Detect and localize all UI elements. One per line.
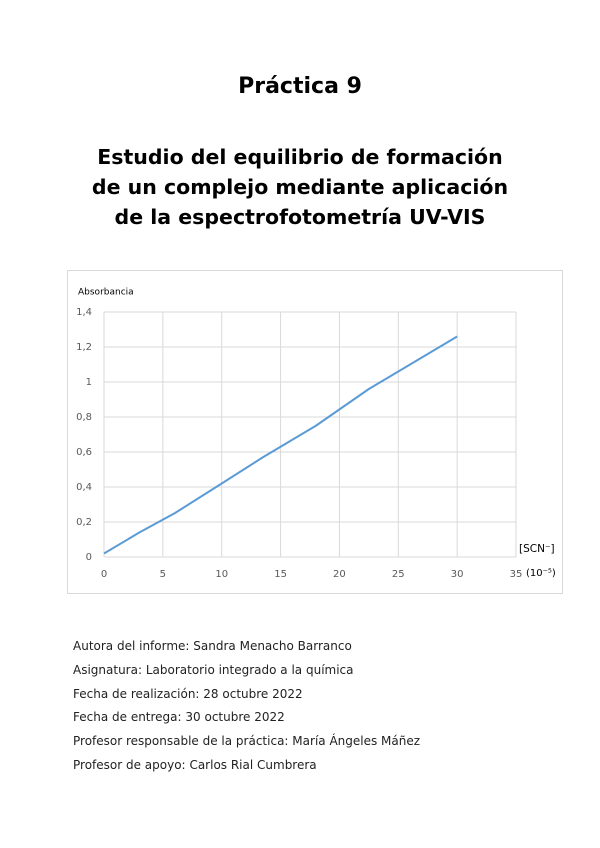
y-axis-label: Absorbancia	[78, 288, 134, 298]
info-line: Autora del informe: Sandra Menacho Barra…	[73, 637, 420, 661]
info-line: Profesor responsable de la práctica: Mar…	[73, 732, 420, 756]
y-tick-label: 0,4	[76, 482, 92, 493]
subtitle-line: de la espectrofotometría UV-VIS	[114, 205, 486, 229]
x-axis-unit: (10⁻⁵)	[526, 568, 556, 579]
x-tick-label: 35	[510, 569, 523, 580]
info-value: Laboratorio integrado a la química	[145, 662, 354, 677]
x-tick-label: 10	[215, 569, 228, 580]
info-label: Fecha de realización:	[73, 686, 200, 701]
y-tick-label: 0,6	[76, 447, 92, 458]
page-title: Práctica 9	[238, 74, 362, 99]
info-value: 30 octubre 2022	[185, 710, 285, 725]
info-line: Profesor de apoyo: Carlos Rial Cumbrera	[73, 756, 420, 780]
grid	[103, 311, 517, 558]
info-value: Carlos Rial Cumbrera	[189, 757, 317, 772]
x-tick-label: 20	[333, 569, 346, 580]
info-line: Asignatura: Laboratorio integrado a la q…	[73, 661, 420, 685]
chart: Absorbancia [SCN⁻] (10⁻⁵) 0 0,2 0,4 0,6 0,8 1…	[67, 270, 563, 594]
x-tick-label: 25	[392, 569, 405, 580]
y-tick-label: 0,2	[76, 517, 92, 528]
y-tick-label: 1,2	[76, 342, 92, 353]
y-tick-label: 1	[86, 377, 92, 388]
x-tick-label: 0	[101, 569, 107, 580]
info-label: Asignatura:	[73, 662, 143, 677]
info-label: Profesor de apoyo:	[73, 757, 186, 772]
subtitle-line: de un complejo mediante aplicación	[91, 175, 509, 199]
info-label: Profesor responsable de la práctica:	[73, 734, 289, 749]
subtitle: Estudio del equilibrio de formación de u…	[0, 142, 600, 232]
x-axis-label: [SCN⁻]	[519, 543, 555, 555]
y-tick-label: 0	[86, 552, 92, 563]
y-tick-label: 1,4	[76, 307, 92, 318]
info-label: Fecha de entrega:	[73, 710, 182, 725]
info-value: 28 octubre 2022	[203, 686, 303, 701]
x-tick-label: 15	[274, 569, 287, 580]
y-tick-label: 0,8	[76, 412, 92, 423]
info-line: Fecha de realización: 28 octubre 2022	[73, 685, 420, 709]
subtitle-line: Estudio del equilibrio de formación	[97, 145, 503, 169]
data-line	[103, 335, 458, 555]
info-value: María Ángeles Máñez	[292, 734, 421, 749]
info-label: Autora del informe:	[73, 639, 190, 653]
info-line: Fecha de entrega: 30 octubre 2022	[73, 708, 420, 732]
info-block: Autora del informe: Sandra Menacho Barra…	[73, 637, 420, 780]
info-value: Sandra Menacho Barranco	[193, 639, 352, 653]
x-tick-label: 30	[451, 569, 464, 580]
chart-frame	[67, 270, 563, 594]
x-tick-label: 5	[160, 569, 166, 580]
